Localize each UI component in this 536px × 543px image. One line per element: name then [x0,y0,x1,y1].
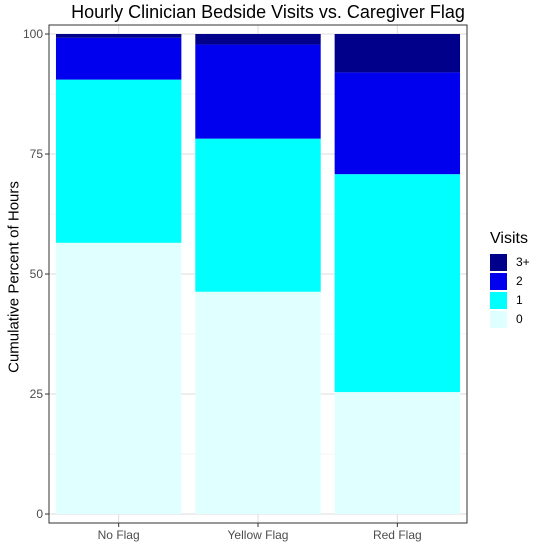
bar-segment [55,242,182,515]
legend-title: Visits [490,230,528,247]
legend-swatch [490,254,507,271]
legend-label: 0 [516,312,523,326]
bar-segment [195,44,321,139]
bar-segment [334,174,461,393]
x-tick-label: Red Flag [373,528,422,542]
legend-label: 2 [516,274,523,288]
bar-segment [195,138,321,292]
y-tick-label: 25 [30,387,44,401]
y-tick-label: 0 [36,507,43,521]
legend-swatch [490,273,507,290]
legend-label: 3+ [516,255,530,269]
x-tick-label: Yellow Flag [228,528,289,542]
y-tick-label: 100 [23,27,43,41]
legend-swatch [490,292,507,309]
bar-segment [55,79,182,243]
bar-segment [195,291,321,514]
legend-swatch [490,311,507,328]
chart-title: Hourly Clinician Bedside Visits vs. Care… [71,2,465,22]
bar-segment [195,34,321,45]
x-tick-label: No Flag [98,528,140,542]
legend-label: 1 [516,293,523,307]
bar-segment [334,392,461,514]
y-tick-label: 50 [30,267,44,281]
bar-segment [55,34,182,38]
bar-segment [334,34,461,73]
y-tick-label: 75 [30,147,44,161]
bar-segment [334,72,461,175]
bar-segment [55,37,182,80]
